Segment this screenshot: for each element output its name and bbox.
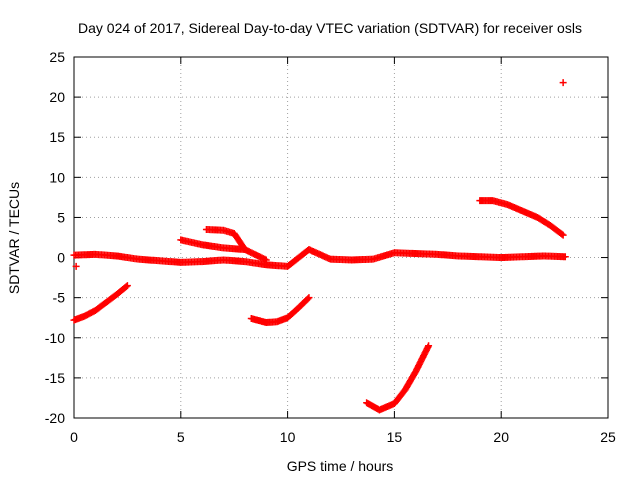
y-tick-label: -5 bbox=[53, 290, 66, 306]
data-point bbox=[305, 294, 313, 302]
data-point bbox=[304, 295, 312, 303]
y-tick-label: 20 bbox=[49, 89, 65, 105]
data-point bbox=[425, 342, 433, 350]
series-arc-near-zero bbox=[70, 246, 569, 270]
y-tick-label: -10 bbox=[45, 330, 65, 346]
plot-frame bbox=[73, 56, 609, 419]
data-point bbox=[561, 253, 569, 261]
series-arc-6-to-8 bbox=[202, 225, 249, 254]
y-tick-label: 15 bbox=[49, 129, 65, 145]
data-marks bbox=[70, 79, 569, 414]
grid-lines bbox=[74, 57, 608, 418]
data-point bbox=[558, 230, 566, 238]
y-tick-label: -20 bbox=[45, 410, 65, 426]
chart-title: Day 024 of 2017, Sidereal Day-to-day VTE… bbox=[78, 20, 582, 36]
series-arc-early-negative bbox=[70, 282, 131, 324]
y-tick-label: 10 bbox=[49, 169, 65, 185]
series-arc-13-to-17 bbox=[363, 342, 433, 414]
series-isolated-points bbox=[72, 79, 567, 270]
x-tick-label: 25 bbox=[600, 429, 616, 445]
data-point bbox=[123, 282, 131, 290]
data-point bbox=[262, 256, 270, 264]
x-tick-label: 10 bbox=[280, 429, 296, 445]
data-point bbox=[72, 262, 80, 270]
series-arc-19-to-23 bbox=[476, 197, 567, 239]
data-point bbox=[122, 283, 130, 291]
y-tick-label: -15 bbox=[45, 370, 65, 386]
x-tick-label: 5 bbox=[177, 429, 185, 445]
axis-ticks: 0 5 10 15 20 25 -20 -15 -10 -5 0 5 10 15 20 25 bbox=[45, 49, 616, 445]
data-point bbox=[240, 244, 248, 252]
y-tick-label: 5 bbox=[57, 209, 65, 225]
series-arc-8-to-11 bbox=[247, 294, 313, 327]
x-axis-title: GPS time / hours bbox=[287, 458, 394, 474]
y-axis-title: SDTVAR / TECUs bbox=[6, 182, 22, 294]
data-point bbox=[241, 246, 249, 254]
data-point bbox=[559, 231, 567, 239]
x-tick-label: 0 bbox=[70, 429, 78, 445]
data-point bbox=[559, 79, 567, 87]
y-tick-label: 0 bbox=[57, 250, 65, 266]
x-tick-label: 20 bbox=[493, 429, 509, 445]
x-tick-label: 15 bbox=[387, 429, 403, 445]
y-tick-label: 25 bbox=[49, 49, 65, 65]
